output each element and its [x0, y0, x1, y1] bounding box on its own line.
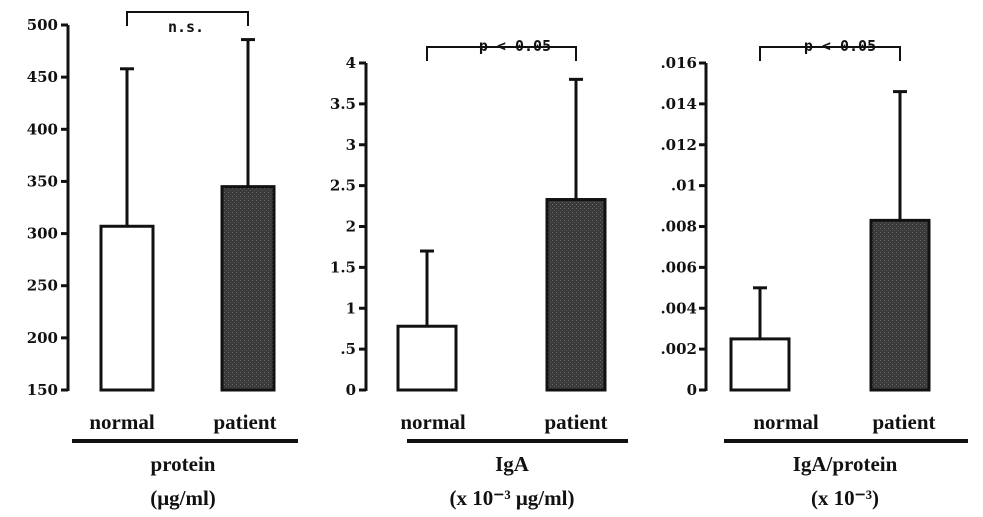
category-label: normal — [400, 410, 465, 434]
significance-bracket — [759, 46, 901, 61]
y-tick-label: 450 — [27, 68, 58, 86]
y-tick-label: 1 — [346, 299, 356, 317]
y-tick-label: .004 — [660, 299, 697, 317]
y-tick-label: 350 — [27, 172, 58, 190]
group-label: IgA — [495, 452, 530, 476]
category-label: patient — [214, 410, 277, 434]
chart-panel-protein: 150 200 250 300 350 400 450 500 — [27, 11, 298, 443]
significance-bracket — [126, 11, 249, 26]
y-tick-label: 3 — [346, 136, 356, 154]
significance-label: p < 0.05 — [479, 37, 551, 55]
y-tick-label: .01 — [671, 177, 697, 195]
y-tick-label: .014 — [660, 95, 697, 113]
y-tick-label: .016 — [660, 54, 697, 72]
y-tick-label: .012 — [660, 136, 697, 154]
unit-label: (x 10⁻³) — [811, 486, 879, 510]
chart-panel-iga-protein: 0 .002 .004 .006 .008 .01 .012 .014 .016 — [660, 46, 968, 443]
iga-labels: normal patient IgA (x 10⁻³ μg/ml) p < 0.… — [400, 37, 607, 510]
bar-patient — [869, 218, 931, 392]
y-tick-label: .002 — [660, 340, 697, 358]
y-tick-label: 150 — [27, 381, 58, 399]
protein-labels: normal patient protein (μg/ml) n.s. — [89, 18, 276, 510]
y-tick-label: 1.5 — [330, 258, 356, 276]
category-label: patient — [873, 410, 936, 434]
y-tick-label: 300 — [27, 225, 58, 243]
bar-patient — [220, 185, 276, 392]
unit-label: (x 10⁻³ μg/ml) — [450, 486, 575, 510]
category-label: normal — [89, 410, 154, 434]
y-tick-label: .006 — [660, 258, 697, 276]
chart-panel-iga: 0 .5 1 1.5 2 2.5 3 3.5 4 — [330, 46, 628, 443]
group-label: protein — [151, 452, 216, 476]
bar-patient — [545, 198, 607, 392]
category-label: normal — [753, 410, 818, 434]
y-tick-label: 0 — [346, 381, 356, 399]
bar-normal — [396, 324, 458, 392]
y-tick-label: 4 — [346, 54, 356, 72]
group-label: IgA/protein — [793, 452, 898, 476]
y-tick-label: 2.5 — [330, 177, 356, 195]
y-tick-label: .008 — [660, 218, 697, 236]
y-tick-label: 400 — [27, 120, 58, 138]
bar-normal — [729, 337, 791, 392]
y-tick-label: 0 — [687, 381, 697, 399]
significance-bracket — [426, 46, 577, 61]
y-tick-label: 250 — [27, 277, 58, 295]
significance-label: p < 0.05 — [804, 37, 876, 55]
y-tick-label: 3.5 — [330, 95, 356, 113]
unit-label: (μg/ml) — [150, 486, 216, 510]
y-tick-label: 2 — [346, 218, 356, 236]
iga-protein-labels: normal patient IgA/protein (x 10⁻³) p < … — [753, 37, 935, 510]
bar-normal — [99, 224, 155, 392]
y-tick-label: 500 — [27, 16, 58, 34]
significance-label: n.s. — [168, 18, 204, 36]
category-label: patient — [545, 410, 608, 434]
y-tick-label: 200 — [27, 329, 58, 347]
y-tick-label: .5 — [340, 340, 356, 358]
